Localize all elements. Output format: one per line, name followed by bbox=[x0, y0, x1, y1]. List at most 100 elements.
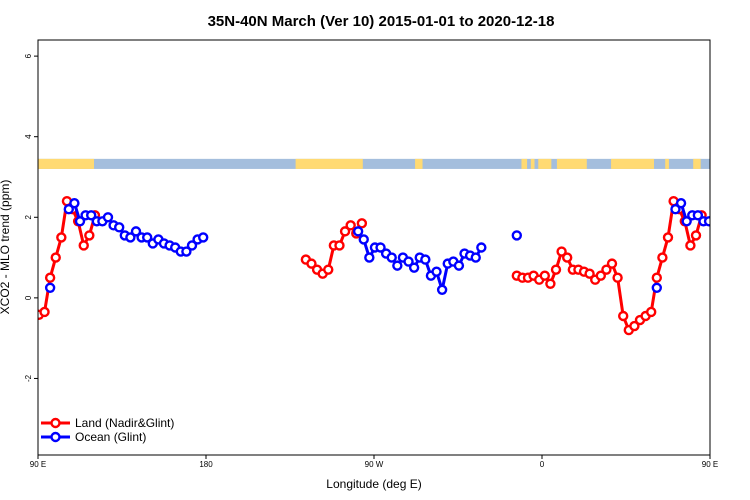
data-point bbox=[306, 258, 317, 269]
y-tick-label: 4 bbox=[24, 134, 33, 139]
data-point bbox=[85, 210, 97, 221]
chart-title: 35N-40N March (Ver 10) 2015-01-01 to 202… bbox=[208, 13, 555, 30]
data-point bbox=[125, 232, 136, 243]
legend-label-ocean: Ocean (Glint) bbox=[75, 430, 146, 444]
data-point bbox=[681, 216, 692, 227]
x-tick-label: 90 E bbox=[30, 460, 46, 469]
data-point bbox=[364, 252, 375, 263]
data-point bbox=[562, 252, 573, 263]
x-axis-label: Longitude (deg E) bbox=[326, 477, 421, 491]
data-point bbox=[545, 278, 556, 289]
series-ocean bbox=[44, 197, 710, 296]
data-point bbox=[436, 284, 448, 296]
legend-marker-land bbox=[50, 417, 61, 429]
land-segment bbox=[693, 158, 701, 169]
data-point bbox=[84, 230, 95, 241]
data-point bbox=[356, 218, 368, 229]
y-tick-label: -2 bbox=[24, 374, 33, 382]
legend-item-ocean: Ocean (Glint) bbox=[41, 430, 146, 444]
data-point bbox=[539, 270, 550, 281]
data-point bbox=[56, 232, 67, 243]
data-point bbox=[453, 260, 465, 271]
legend-marker-ocean bbox=[50, 431, 61, 443]
data-point bbox=[386, 252, 397, 263]
data-point bbox=[657, 252, 668, 263]
land-segment bbox=[556, 158, 587, 169]
data-point bbox=[420, 254, 431, 265]
data-point bbox=[646, 306, 657, 318]
data-point bbox=[606, 258, 618, 269]
data-point bbox=[692, 210, 704, 221]
x-axis-ticks: 90 E 180 90 W 0 90 E bbox=[30, 455, 718, 469]
data-point bbox=[69, 197, 80, 209]
data-point bbox=[550, 264, 562, 275]
data-point bbox=[618, 310, 629, 322]
data-point bbox=[130, 226, 142, 237]
data-point bbox=[39, 306, 50, 318]
data-point bbox=[629, 320, 640, 332]
series-layer bbox=[38, 195, 710, 336]
data-point bbox=[63, 204, 75, 215]
data-point bbox=[470, 252, 481, 263]
data-point bbox=[181, 246, 192, 257]
data-point bbox=[352, 226, 364, 237]
land-segment bbox=[295, 158, 363, 169]
data-point bbox=[662, 232, 674, 243]
land-segment bbox=[538, 158, 552, 169]
data-point bbox=[113, 222, 125, 233]
x-tick-label: 180 bbox=[199, 460, 213, 469]
y-tick-label: 2 bbox=[24, 215, 33, 220]
data-point bbox=[44, 272, 56, 283]
data-point bbox=[595, 270, 606, 281]
data-point bbox=[44, 282, 56, 293]
data-point bbox=[403, 256, 414, 267]
data-point bbox=[323, 264, 334, 275]
land-segment bbox=[530, 158, 535, 169]
land-ocean-strip bbox=[38, 158, 710, 169]
data-point bbox=[345, 220, 356, 231]
data-point bbox=[601, 264, 612, 275]
land-segment bbox=[611, 158, 654, 169]
data-point bbox=[74, 216, 86, 227]
land-segment bbox=[38, 158, 94, 169]
data-point bbox=[141, 232, 153, 243]
legend: Land (Nadir&Glint) Ocean (Glint) bbox=[41, 416, 174, 444]
data-point bbox=[186, 240, 198, 251]
data-point bbox=[584, 268, 595, 279]
data-point bbox=[670, 204, 681, 215]
data-point bbox=[408, 262, 420, 273]
y-axis-label: XCO2 - MLO trend (ppm) bbox=[0, 180, 12, 315]
data-point bbox=[392, 260, 403, 271]
data-point bbox=[556, 246, 567, 257]
data-point bbox=[78, 240, 89, 251]
data-point bbox=[511, 230, 522, 241]
land-segment bbox=[415, 158, 423, 169]
data-point bbox=[612, 272, 623, 283]
x-tick-label: 90 W bbox=[365, 460, 384, 469]
axes: 90 E 180 90 W 0 90 E -2 0 2 4 6 bbox=[24, 39, 718, 469]
data-point bbox=[375, 242, 386, 253]
legend-label-land: Land (Nadir&Glint) bbox=[75, 416, 174, 430]
data-point bbox=[703, 216, 710, 227]
ocean-strip bbox=[38, 158, 710, 169]
y-tick-label: 6 bbox=[24, 53, 33, 58]
data-point bbox=[339, 226, 351, 237]
x-tick-label: 90 E bbox=[702, 460, 718, 469]
land-segment bbox=[521, 158, 528, 169]
data-point bbox=[197, 232, 209, 243]
data-point bbox=[50, 252, 61, 263]
y-tick-label: 0 bbox=[24, 295, 33, 300]
data-point bbox=[476, 242, 487, 253]
data-point bbox=[651, 272, 662, 283]
data-point bbox=[431, 266, 442, 277]
data-point bbox=[334, 240, 345, 251]
data-point bbox=[102, 212, 114, 223]
data-point bbox=[690, 230, 702, 241]
data-point bbox=[685, 240, 696, 251]
legend-item-land: Land (Nadir&Glint) bbox=[41, 416, 174, 430]
data-point bbox=[651, 282, 662, 293]
x-tick-label: 0 bbox=[540, 460, 545, 469]
data-point bbox=[675, 197, 687, 209]
data-point bbox=[358, 234, 369, 245]
y-axis-ticks: -2 0 2 4 6 bbox=[24, 53, 38, 382]
